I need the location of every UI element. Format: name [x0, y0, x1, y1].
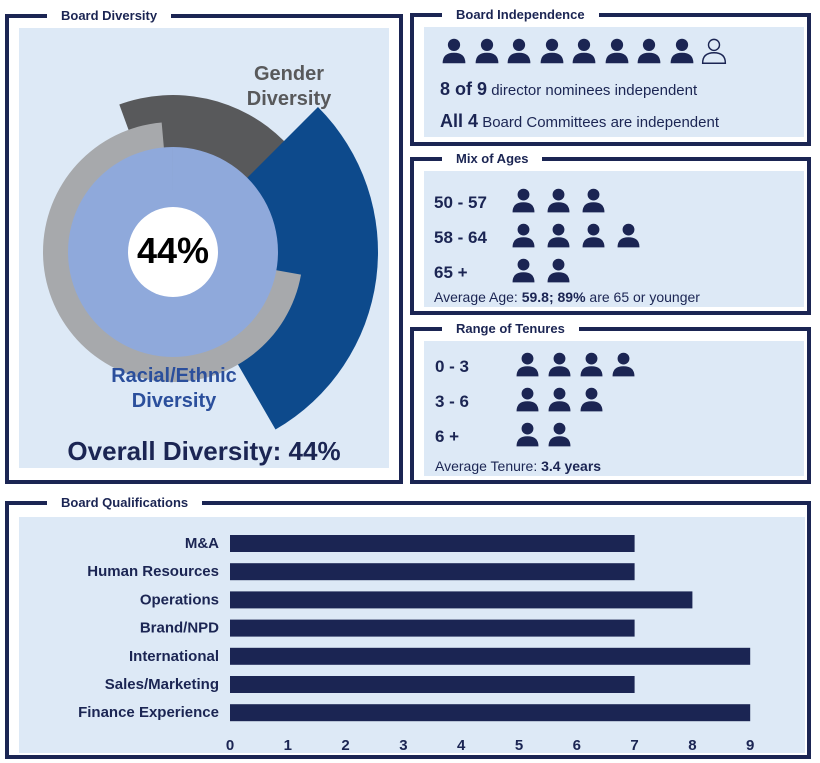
person-filled-icon: [547, 258, 570, 283]
person-filled-icon: [580, 387, 603, 412]
person-filled-icon: [516, 352, 539, 377]
row-icons: [514, 386, 610, 418]
diversity-donut-chart: [42, 95, 379, 430]
x-tick-label: 4: [457, 737, 466, 754]
qualifications-bar-chart: M&A Human Resources Operations Brand/NPD Int…: [78, 535, 754, 754]
average-age-suffix: are 65 or younger: [585, 289, 700, 305]
person-filled-icon: [637, 38, 661, 64]
person-filled-icon: [512, 188, 535, 213]
center-hole: [128, 207, 218, 297]
mix-of-ages-title: Mix of Ages: [442, 150, 543, 168]
average-age-prefix: Average Age:: [434, 289, 522, 305]
overall-diversity-label: Overall Diversity: 44%: [67, 436, 341, 466]
person-filled-icon: [547, 188, 570, 213]
independence-line1-text: director nominees independent: [491, 82, 698, 99]
row-icons: [510, 222, 650, 254]
bar: [230, 535, 635, 552]
category-label: Brand/NPD: [140, 620, 219, 637]
bar: [230, 647, 751, 665]
person-filled-icon: [475, 38, 498, 64]
x-tick-label: 8: [688, 737, 696, 754]
independence-line2: All 4 Board Committees are independent: [440, 111, 719, 132]
person-filled-icon: [540, 38, 563, 64]
x-tick-label: 5: [515, 737, 523, 754]
row-icons: [514, 421, 578, 453]
person-filled-icon: [617, 223, 640, 248]
person-filled-icon: [516, 387, 539, 412]
independence-icons: [440, 37, 733, 69]
x-tick-label: 2: [341, 737, 349, 754]
person-filled-icon: [507, 38, 531, 64]
independence-line2-bold: All 4: [440, 111, 479, 131]
row-label: 58 - 64: [434, 228, 487, 247]
x-tick-label: 3: [399, 737, 407, 754]
category-label: M&A: [185, 535, 219, 552]
center-value: 44%: [136, 230, 210, 271]
row-icons: [510, 257, 580, 289]
person-filled-icon: [548, 422, 571, 447]
category-label: Operations: [140, 591, 219, 608]
category-label: Finance Experience: [78, 704, 219, 721]
person-filled-icon: [572, 38, 596, 64]
person-filled-icon: [516, 422, 539, 447]
person-filled-icon: [605, 38, 628, 64]
x-tick-label: 9: [746, 737, 754, 754]
bar: [230, 619, 635, 637]
person-filled-icon: [512, 258, 535, 283]
row-label: 0 - 3: [435, 357, 470, 376]
person-filled-icon: [548, 387, 571, 412]
range-of-tenures-title: Range of Tenures: [442, 320, 579, 338]
person-filled-icon: [548, 352, 571, 377]
mix-of-ages-panel: Mix of Ages 50 - 57 58 - 64 65 + Average A…: [410, 150, 811, 315]
row-icons: [510, 187, 615, 219]
category-label: Sales/Marketing: [105, 676, 219, 693]
board-diversity-panel: Board Diversity 44% Gender Diversity Rac…: [5, 7, 403, 484]
average-age-value: 59.8; 89%: [521, 289, 586, 305]
person-filled-icon: [582, 223, 605, 248]
x-tick-label: 7: [630, 737, 638, 754]
person-filled-icon: [612, 352, 635, 377]
person-filled-icon: [547, 223, 570, 248]
bar: [230, 704, 751, 722]
independence-line1: 8 of 9 director nominees independent: [440, 79, 697, 100]
board-diversity-title: Board Diversity: [47, 7, 172, 25]
person-outline-icon: [701, 38, 727, 64]
board-qualifications-panel: Board Qualifications M&A Human Resources O…: [5, 494, 811, 759]
person-filled-icon: [670, 38, 693, 64]
bar: [230, 676, 635, 693]
racial-label-line2: Diversity: [131, 390, 217, 412]
person-filled-icon: [582, 188, 605, 213]
board-independence-title: Board Independence: [442, 6, 599, 24]
average-tenure: Average Tenure: 3.4 years: [435, 458, 601, 474]
row-label: 65 +: [434, 263, 468, 282]
board-independence-panel: Board Independence 8 of 9 director nomin…: [410, 6, 811, 146]
row-label: 6 +: [435, 427, 460, 446]
bar: [230, 591, 693, 609]
row-label: 3 - 6: [435, 392, 470, 411]
independence-line1-bold: 8 of 9: [440, 79, 488, 99]
gender-label-line1: Gender: [253, 63, 325, 85]
board-qualifications-title: Board Qualifications: [47, 494, 203, 512]
row-label: 50 - 57: [434, 193, 487, 212]
average-tenure-value: 3.4 years: [541, 458, 602, 474]
person-filled-icon: [512, 223, 535, 248]
average-tenure-prefix: Average Tenure:: [435, 458, 542, 474]
average-age: Average Age: 59.8; 89% are 65 or younger: [434, 289, 700, 305]
row-icons: [514, 351, 642, 383]
x-tick-label: 1: [284, 737, 292, 754]
category-label: Human Resources: [87, 563, 219, 580]
category-label: International: [129, 648, 219, 665]
gender-label-line2: Diversity: [246, 88, 332, 110]
person-filled-icon: [442, 38, 466, 64]
racial-label-line1: Racial/Ethnic: [111, 365, 237, 387]
x-tick-label: 0: [226, 737, 234, 754]
person-filled-icon: [580, 352, 603, 377]
x-tick-label: 6: [573, 737, 581, 754]
range-of-tenures-panel: Range of Tenures 0 - 3 3 - 6 6 + Average T…: [410, 320, 811, 484]
bar: [230, 563, 635, 581]
independence-line2-text: Board Committees are independent: [482, 114, 719, 131]
